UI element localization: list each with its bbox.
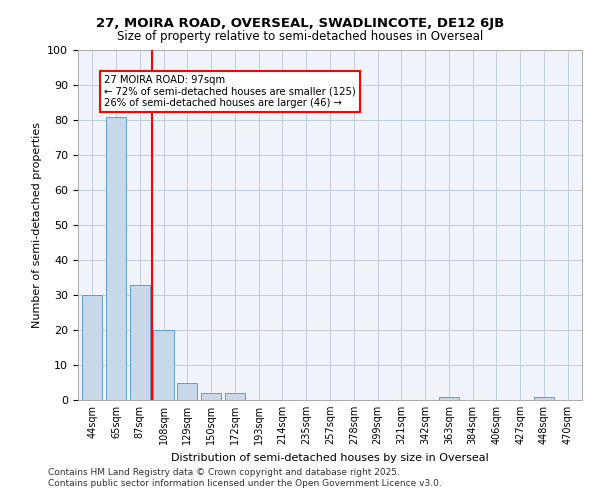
Bar <box>154 330 173 400</box>
Text: 27, MOIRA ROAD, OVERSEAL, SWADLINCOTE, DE12 6JB: 27, MOIRA ROAD, OVERSEAL, SWADLINCOTE, D… <box>96 18 504 30</box>
Text: 27 MOIRA ROAD: 97sqm
← 72% of semi-detached houses are smaller (125)
26% of semi: 27 MOIRA ROAD: 97sqm ← 72% of semi-detac… <box>104 74 356 108</box>
Text: Contains HM Land Registry data © Crown copyright and database right 2025.
Contai: Contains HM Land Registry data © Crown c… <box>48 468 442 487</box>
Bar <box>82 295 103 400</box>
Bar <box>534 396 554 400</box>
Bar <box>177 382 197 400</box>
Bar <box>106 116 126 400</box>
Text: Size of property relative to semi-detached houses in Overseal: Size of property relative to semi-detach… <box>117 30 483 43</box>
Bar <box>130 284 150 400</box>
X-axis label: Distribution of semi-detached houses by size in Overseal: Distribution of semi-detached houses by … <box>171 452 489 462</box>
Bar <box>225 393 245 400</box>
Bar <box>439 396 459 400</box>
Bar <box>201 393 221 400</box>
Y-axis label: Number of semi-detached properties: Number of semi-detached properties <box>32 122 42 328</box>
